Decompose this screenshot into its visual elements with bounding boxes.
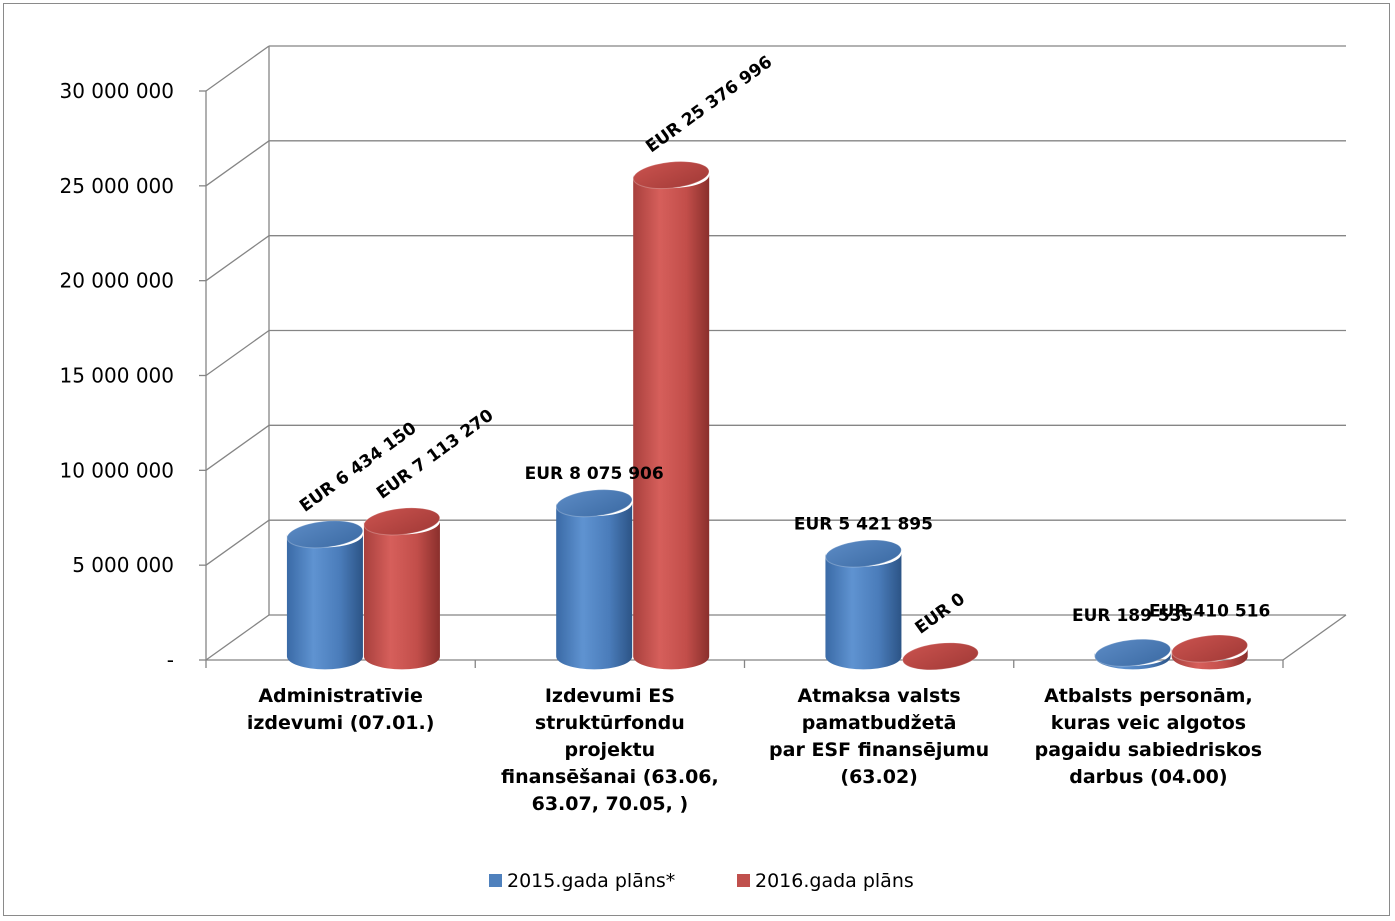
bar-series2-3: [1171, 634, 1249, 670]
cylinder-body: [825, 553, 902, 670]
category-label: Atmaksa valsts pamatbudžetā par ESF finans…: [769, 685, 989, 788]
cylinder-top: [902, 642, 979, 671]
side-gridline: [205, 45, 270, 92]
cylinder-body: [1171, 648, 1248, 670]
bar-series2-2: [902, 642, 979, 671]
cylinder-top: [1094, 638, 1172, 667]
bar-series1-0: [286, 520, 364, 670]
floor-right-edge: [1282, 614, 1347, 661]
side-gridline: [205, 519, 270, 566]
y-tick-label: 20 000 000: [59, 269, 174, 293]
y-tick-label: -: [167, 648, 174, 672]
data-label: EUR 189 535: [1072, 606, 1193, 626]
legend-item: 2015.gada plāns*: [489, 870, 675, 892]
y-tick-label: 15 000 000: [59, 364, 174, 388]
side-gridline: [205, 235, 270, 282]
cylinder-top: [286, 520, 364, 549]
legend-label: 2016.gada plāns: [755, 870, 914, 892]
side-gridline: [205, 140, 270, 187]
category-label: Atbalsts personām, kuras veic algotos paga…: [1035, 685, 1263, 788]
bars: [286, 161, 1249, 671]
bar-series1-1: [555, 489, 633, 670]
bar-series1-2: [825, 539, 902, 670]
cylinder-top: [632, 161, 710, 190]
cylinder-body: [363, 521, 440, 670]
y-tick-label: 5 000 000: [72, 553, 174, 577]
cylinder-body: [286, 534, 363, 670]
side-gridline: [205, 614, 270, 661]
bar-series2-0: [363, 507, 441, 670]
category-label: Izdevumi ES struktūrfondu projektu finansēš…: [501, 685, 719, 815]
cylinder-top: [555, 489, 633, 518]
y-tick-label: 10 000 000: [59, 458, 174, 482]
legend-label: 2015.gada plāns*: [507, 870, 675, 892]
data-label: EUR 8 075 906: [525, 464, 664, 484]
bar-series1-3: [1094, 638, 1172, 670]
y-axis-tick-labels: - 5 000 000 10 000 000 15 000 000 20 000 000…: [59, 79, 174, 672]
side-gridline: [205, 329, 270, 377]
data-label: EUR 410 516: [1149, 602, 1270, 622]
cylinder-body: [633, 175, 710, 670]
cylinder-body: [556, 503, 633, 670]
legend: 2015.gada plāns* 2016.gada plāns: [489, 870, 914, 892]
data-label: EUR 0: [912, 589, 969, 638]
data-label: EUR 5 421 895: [794, 515, 933, 535]
category-labels: Administratīvie izdevumi (07.01.) Izdevumi…: [247, 685, 1262, 815]
legend-swatch: [489, 874, 502, 887]
category-label: Administratīvie izdevumi (07.01.): [247, 685, 435, 734]
legend-swatch: [737, 874, 750, 887]
cylinder-top: [1171, 634, 1249, 663]
gridlines: [205, 45, 1346, 661]
cylinder-top: [825, 539, 902, 568]
y-tick-label: 25 000 000: [59, 174, 174, 198]
bar-series2-1: [632, 161, 710, 670]
cylinder-top: [363, 507, 441, 536]
legend-item: 2016.gada plāns: [737, 870, 914, 892]
y-tick-label: 30 000 000: [59, 79, 174, 103]
side-gridline: [205, 424, 270, 471]
